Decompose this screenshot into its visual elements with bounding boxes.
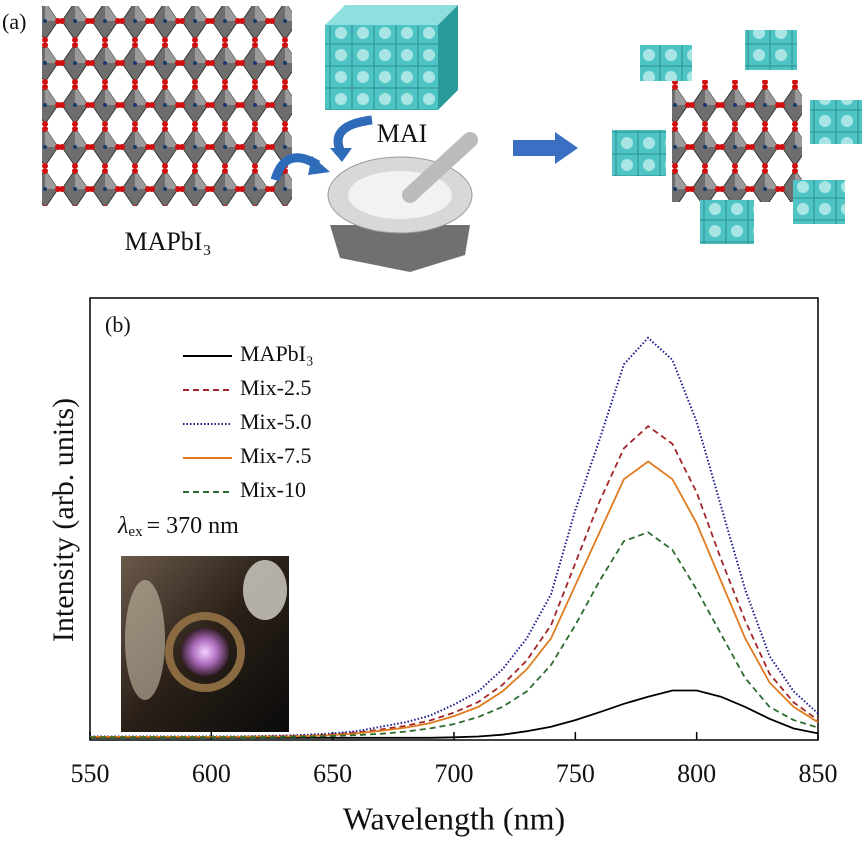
x-tick-label: 750 [556,759,595,788]
arrow [333,115,373,152]
x-tick-label: 650 [313,759,352,788]
product-lattice [672,80,802,202]
x-axis-label: Wavelength (nm) [343,800,565,836]
inset-detail [181,628,229,676]
x-tick-label: 600 [192,759,231,788]
x-tick-label: 700 [435,759,474,788]
legend-label: MAPbI₃ [240,341,314,366]
x-tick-label: 800 [677,759,716,788]
panel-label: (a) [2,9,26,34]
inset-detail [243,560,287,620]
inset-detail [165,612,245,692]
x-tick-label: 850 [799,759,838,788]
arrow [513,132,578,164]
annotation: λex = 370 nm [117,513,239,541]
x-tick-label: 550 [71,759,110,788]
arrow-head [308,156,330,175]
schematic: (a) MAPbI₃ MAI [2,5,862,272]
crystal-lattice [42,6,292,206]
series-line [90,336,819,738]
series-line [90,531,819,739]
small-cube [640,45,692,81]
panel-label: (b) [105,312,131,337]
cube-top [325,5,458,25]
legend-label: Mix-10 [240,477,306,502]
small-cube [745,30,797,70]
small-cube [810,100,862,144]
inset-detail [125,580,165,700]
arrow-head [330,148,352,162]
small-cube [793,180,845,224]
legend-label: Mix-2.5 [240,375,312,400]
cube-side [438,5,458,110]
legend-label: Mix-7.5 [240,443,312,468]
mortar-body [330,225,470,272]
small-cube [612,130,666,176]
mai-cube [325,25,438,110]
crystal-label: MAPbI₃ [124,227,211,256]
chart: (b) Wavelength (nm) Intensity (arb. unit… [47,297,838,836]
reagent-label: MAI [377,119,428,148]
small-cube [700,200,754,244]
pestle [402,132,478,203]
legend-label: Mix-5.0 [240,409,312,434]
y-axis-label: Intensity (arb. units) [47,398,80,642]
